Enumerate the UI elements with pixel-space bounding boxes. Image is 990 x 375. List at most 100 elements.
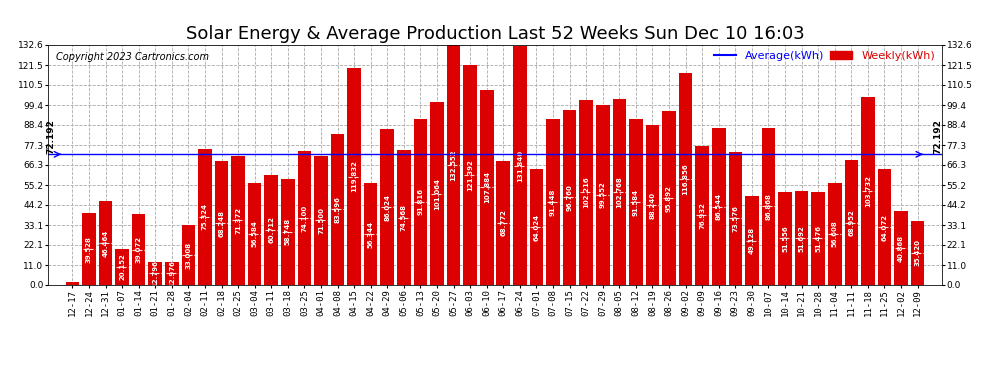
Bar: [695, 146, 709, 285]
Bar: [215, 162, 229, 285]
Bar: [497, 160, 510, 285]
Text: 64.072: 64.072: [881, 213, 887, 240]
Bar: [414, 119, 428, 285]
Text: 91.816: 91.816: [418, 188, 424, 215]
Text: 35.420: 35.420: [915, 240, 921, 267]
Text: 51.476: 51.476: [815, 225, 821, 252]
Bar: [579, 100, 593, 285]
Bar: [380, 129, 394, 285]
Text: 64.024: 64.024: [534, 213, 540, 241]
Bar: [314, 156, 328, 285]
Bar: [645, 125, 659, 285]
Text: 56.344: 56.344: [367, 220, 373, 248]
Bar: [662, 111, 676, 285]
Bar: [745, 196, 758, 285]
Text: 20.152: 20.152: [119, 254, 125, 280]
Bar: [132, 214, 146, 285]
Bar: [65, 282, 79, 285]
Text: 86.024: 86.024: [384, 194, 390, 220]
Text: 12.796: 12.796: [152, 260, 158, 287]
Bar: [181, 225, 195, 285]
Bar: [546, 120, 559, 285]
Bar: [480, 90, 493, 285]
Bar: [364, 183, 377, 285]
Text: 86.544: 86.544: [716, 193, 722, 220]
Text: 40.868: 40.868: [898, 234, 904, 262]
Text: 72.192: 72.192: [47, 120, 55, 154]
Text: 121.392: 121.392: [467, 159, 473, 191]
Bar: [795, 192, 809, 285]
Bar: [397, 150, 411, 285]
Bar: [232, 156, 245, 285]
Bar: [331, 134, 345, 285]
Text: 39.072: 39.072: [136, 236, 142, 263]
Bar: [463, 65, 477, 285]
Title: Solar Energy & Average Production Last 52 Weeks Sun Dec 10 16:03: Solar Energy & Average Production Last 5…: [185, 26, 804, 44]
Text: 12.976: 12.976: [169, 260, 175, 287]
Text: 107.884: 107.884: [484, 171, 490, 203]
Bar: [844, 160, 858, 285]
Bar: [264, 175, 278, 285]
Bar: [347, 68, 361, 285]
Text: 103.732: 103.732: [865, 175, 871, 207]
Text: 95.892: 95.892: [666, 185, 672, 211]
Bar: [248, 183, 261, 285]
Text: 91.584: 91.584: [633, 189, 639, 216]
Text: 39.528: 39.528: [86, 236, 92, 262]
Bar: [761, 128, 775, 285]
Bar: [165, 261, 178, 285]
Text: 102.216: 102.216: [583, 177, 589, 208]
Text: 75.324: 75.324: [202, 203, 208, 230]
Text: 73.576: 73.576: [733, 205, 739, 232]
Text: 72.192: 72.192: [933, 120, 942, 154]
Text: 68.952: 68.952: [848, 209, 854, 236]
Text: 86.868: 86.868: [765, 193, 771, 220]
Bar: [148, 262, 162, 285]
Bar: [778, 192, 792, 285]
Text: 131.840: 131.840: [517, 150, 523, 182]
Text: 71.500: 71.500: [318, 207, 324, 234]
Text: 56.608: 56.608: [832, 220, 838, 247]
Bar: [812, 192, 825, 285]
Text: 99.552: 99.552: [600, 182, 606, 208]
Bar: [298, 151, 311, 285]
Legend: Average(kWh), Weekly(kWh): Average(kWh), Weekly(kWh): [714, 51, 936, 61]
Text: 91.448: 91.448: [550, 189, 556, 216]
Bar: [828, 183, 842, 285]
Bar: [878, 169, 891, 285]
Text: 96.760: 96.760: [566, 184, 572, 211]
Bar: [431, 102, 444, 285]
Bar: [513, 46, 527, 285]
Bar: [530, 169, 544, 285]
Bar: [894, 211, 908, 285]
Text: 88.240: 88.240: [649, 192, 655, 219]
Bar: [679, 74, 692, 285]
Bar: [562, 110, 576, 285]
Text: 101.064: 101.064: [434, 177, 440, 210]
Text: 68.248: 68.248: [219, 210, 225, 237]
Text: 33.008: 33.008: [185, 242, 191, 269]
Text: 46.464: 46.464: [103, 230, 109, 256]
Text: 49.128: 49.128: [748, 227, 755, 254]
Text: 74.100: 74.100: [301, 204, 308, 232]
Bar: [629, 119, 643, 285]
Text: 68.772: 68.772: [500, 209, 506, 236]
Bar: [198, 148, 212, 285]
Bar: [729, 152, 742, 285]
Bar: [861, 97, 875, 285]
Text: 83.596: 83.596: [335, 196, 341, 223]
Text: Copyright 2023 Cartronics.com: Copyright 2023 Cartronics.com: [56, 52, 210, 62]
Bar: [911, 221, 925, 285]
Bar: [281, 178, 295, 285]
Text: 119.832: 119.832: [351, 160, 357, 192]
Bar: [613, 99, 626, 285]
Bar: [446, 45, 460, 285]
Text: 56.584: 56.584: [251, 220, 257, 247]
Bar: [596, 105, 610, 285]
Text: 74.568: 74.568: [401, 204, 407, 231]
Text: 51.556: 51.556: [782, 225, 788, 252]
Text: 58.748: 58.748: [285, 218, 291, 245]
Bar: [82, 213, 96, 285]
Text: 116.856: 116.856: [682, 164, 689, 195]
Text: 102.768: 102.768: [617, 176, 623, 208]
